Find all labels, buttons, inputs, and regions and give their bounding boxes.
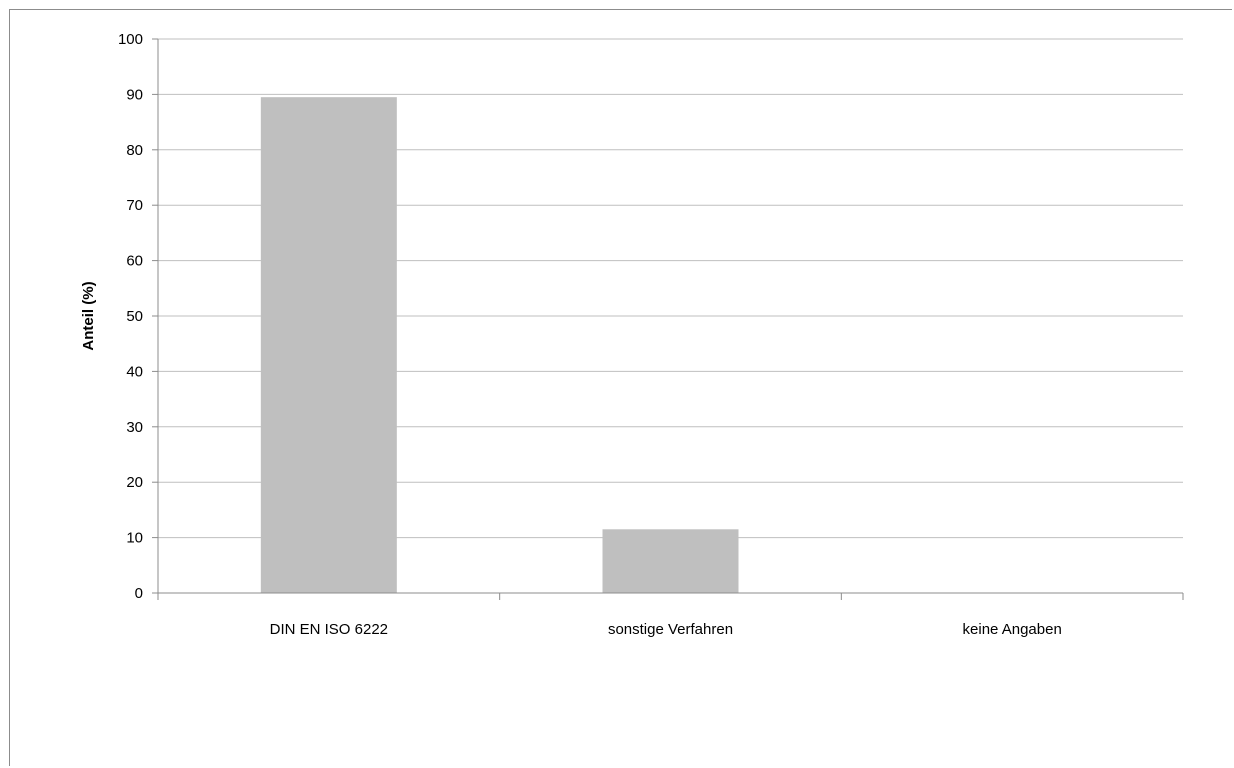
bar — [260, 97, 397, 594]
y-tick-label: 20 — [126, 474, 143, 491]
y-tick-label: 60 — [126, 253, 143, 270]
x-tick-label: keine Angaben — [963, 621, 1062, 638]
y-tick-label: 70 — [126, 197, 143, 214]
bars — [260, 97, 739, 594]
x-tick-label: sonstige Verfahren — [608, 621, 733, 638]
chart-frame — [9, 9, 1232, 766]
y-tick-label: 0 — [135, 585, 143, 602]
x-tick-labels: DIN EN ISO 6222 sonstige Verfahren keine A… — [270, 621, 1062, 638]
y-tick-label: 100 — [118, 31, 143, 48]
y-tick-labels: 0 10 20 30 40 50 60 70 80 90 100 — [118, 31, 143, 602]
x-tick-label: DIN EN ISO 6222 — [270, 621, 388, 638]
axes — [152, 38, 1184, 600]
y-axis-title: Anteil (%) — [80, 281, 97, 350]
y-tick-label: 50 — [126, 308, 143, 325]
y-tick-label: 40 — [126, 363, 143, 380]
y-tick-label: 10 — [126, 530, 143, 547]
bar — [602, 529, 739, 593]
y-tick-label: 90 — [126, 86, 143, 103]
y-tick-label: 80 — [126, 142, 143, 159]
y-tick-label: 30 — [126, 419, 143, 436]
